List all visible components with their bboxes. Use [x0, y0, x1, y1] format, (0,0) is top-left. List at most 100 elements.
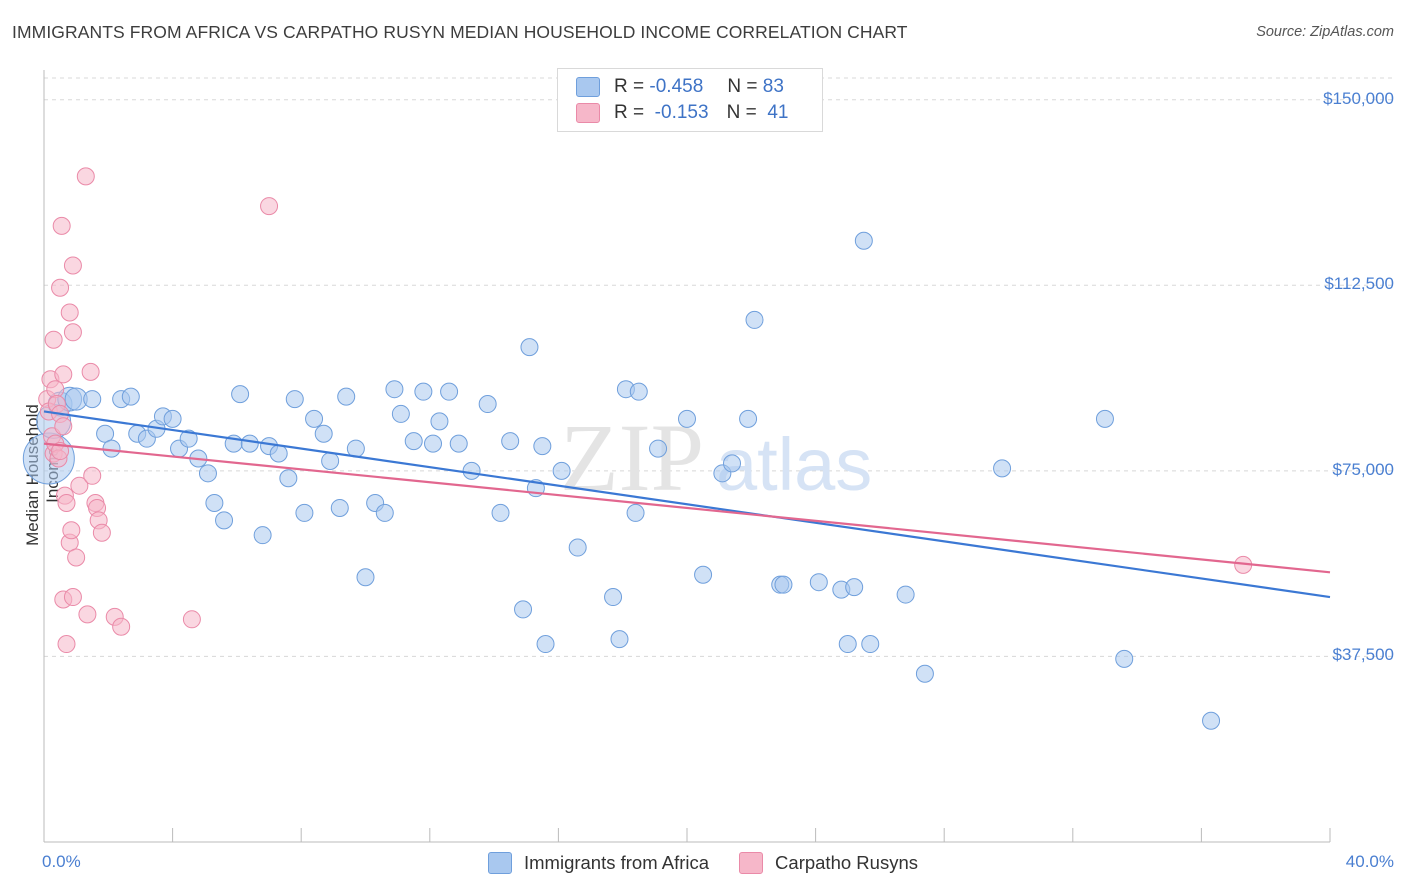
point-africa	[694, 565, 713, 584]
point-africa	[629, 382, 648, 401]
point-rusyn	[63, 323, 82, 342]
point-africa	[1095, 409, 1114, 428]
point-africa	[915, 664, 934, 683]
point-rusyn	[63, 256, 82, 275]
point-africa	[424, 434, 443, 453]
point-africa	[449, 434, 468, 453]
legend-n-label: N =	[726, 102, 757, 123]
point-rusyn	[182, 610, 201, 629]
source-label: Source: ZipAtlas.com	[1256, 24, 1394, 40]
point-africa	[179, 429, 198, 448]
point-africa	[430, 412, 449, 431]
point-africa	[745, 310, 764, 329]
point-africa	[231, 385, 250, 404]
series-name: Immigrants from Africa	[524, 852, 710, 873]
point-africa	[604, 588, 623, 607]
point-africa	[253, 526, 272, 545]
point-africa	[163, 409, 182, 428]
point-africa	[462, 461, 481, 480]
point-rusyn	[70, 476, 89, 495]
y-tick-label: $112,500	[1324, 274, 1394, 294]
point-rusyn	[76, 167, 95, 186]
point-africa	[215, 511, 234, 530]
point-africa	[739, 409, 758, 428]
legend-r-value: -0.458	[649, 76, 704, 97]
chart-title: IMMIGRANTS FROM AFRICA VS CARPATHO RUSYN…	[12, 22, 908, 42]
point-rusyn	[54, 417, 73, 436]
point-africa	[295, 503, 314, 522]
point-rusyn	[52, 216, 71, 235]
point-africa	[845, 578, 864, 597]
point-africa	[809, 573, 828, 592]
point-rusyn	[46, 380, 65, 399]
point-africa	[649, 439, 668, 458]
point-africa	[774, 575, 793, 594]
point-africa	[240, 434, 259, 453]
y-tick-label: $150,000	[1323, 88, 1394, 108]
point-africa	[520, 338, 539, 357]
point-africa	[83, 390, 102, 409]
point-africa	[626, 503, 645, 522]
point-africa	[861, 635, 880, 654]
point-rusyn	[92, 523, 111, 542]
point-africa	[993, 459, 1012, 478]
point-africa	[501, 432, 520, 451]
point-africa	[1202, 711, 1221, 730]
legend-n-label: N =	[727, 76, 758, 97]
watermark-atlas: atlas	[716, 423, 872, 506]
point-africa	[723, 454, 742, 473]
point-africa	[385, 380, 404, 399]
correlation-legend: R = -0.458 N = 83 R = -0.153 N = 41	[557, 68, 823, 132]
point-africa	[198, 464, 217, 483]
legend-row-rusyn: R = -0.153 N = 41	[576, 101, 788, 125]
point-rusyn	[63, 588, 82, 607]
point-africa	[96, 424, 115, 443]
series-name: Carpatho Rusyns	[775, 852, 918, 873]
series-legend-rusyn: Carpatho Rusyns	[739, 852, 918, 874]
point-africa	[414, 382, 433, 401]
x-tick-max: 40.0%	[1345, 852, 1394, 871]
point-africa	[321, 451, 340, 470]
point-africa	[440, 382, 459, 401]
point-africa	[391, 404, 410, 423]
trend-lines	[43, 410, 1331, 599]
legend-swatch-blue	[576, 77, 600, 97]
point-rusyn	[112, 617, 131, 636]
point-africa	[478, 395, 497, 414]
point-rusyn	[51, 278, 70, 297]
legend-n-value: 83	[762, 76, 784, 97]
point-rusyn	[83, 466, 102, 485]
point-rusyn	[44, 330, 63, 349]
point-africa	[337, 387, 356, 406]
point-africa	[533, 437, 552, 456]
point-rusyn	[260, 197, 279, 216]
legend-r-value: -0.153	[654, 102, 709, 123]
gridlines	[44, 77, 1395, 657]
legend-row-africa: R = -0.458 N = 83	[576, 75, 784, 99]
point-rusyn	[57, 494, 76, 513]
point-africa	[121, 387, 140, 406]
series-swatch-blue	[488, 852, 512, 874]
series-legend: Immigrants from Africa Carpatho Rusyns	[0, 852, 1406, 874]
point-africa	[552, 461, 571, 480]
x-tick-min: 0.0%	[42, 852, 81, 871]
legend-n-value: 41	[767, 102, 789, 123]
point-africa	[514, 600, 533, 619]
point-africa	[404, 432, 423, 451]
legend-r-label: R =	[614, 76, 645, 97]
legend-r-label: R =	[614, 102, 645, 123]
point-africa	[356, 568, 375, 587]
series-legend-africa: Immigrants from Africa	[488, 852, 709, 874]
point-africa	[375, 503, 394, 522]
point-rusyn	[54, 365, 73, 384]
y-tick-label: $37,500	[1332, 645, 1394, 665]
point-africa	[491, 503, 510, 522]
trend-line-africa	[43, 410, 1331, 599]
y-tick-label: $75,000	[1332, 459, 1394, 479]
point-rusyn	[60, 303, 79, 322]
legend-swatch-pink	[576, 103, 600, 123]
point-africa	[854, 231, 873, 250]
point-africa	[610, 630, 629, 649]
point-africa	[536, 635, 555, 654]
